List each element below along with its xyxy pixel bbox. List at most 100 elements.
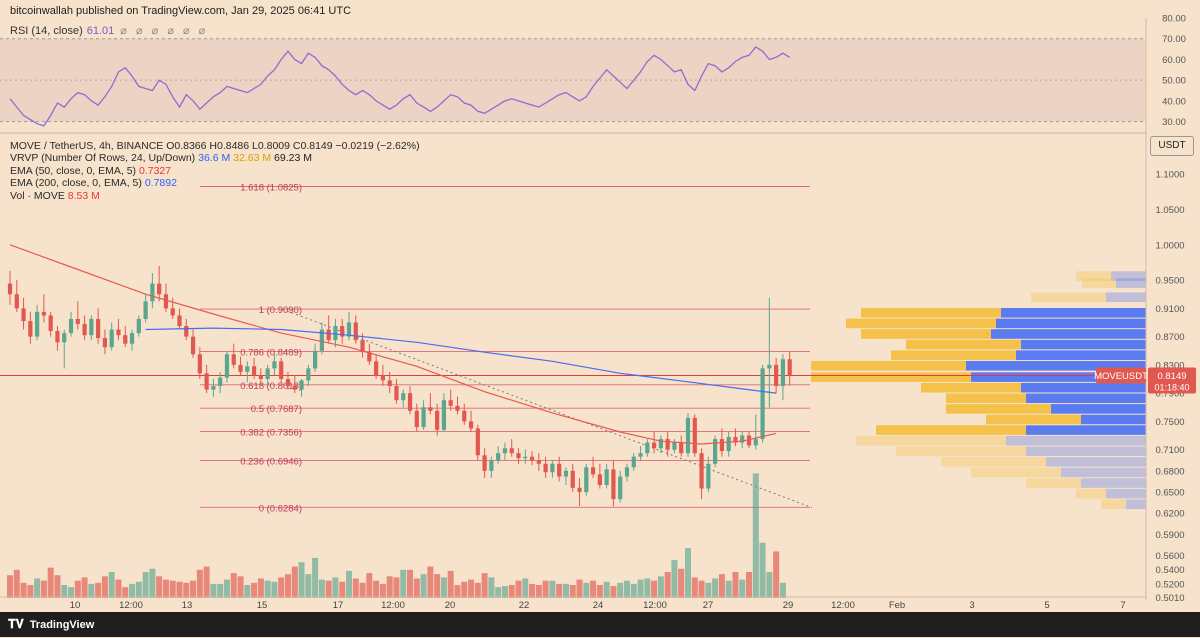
candle [89, 318, 94, 336]
candle [414, 410, 419, 428]
candle [68, 318, 74, 334]
indicator-legend[interactable]: MOVE / TetherUS, 4h, BINANCE O0.8366 H0.… [10, 140, 420, 202]
candle [170, 308, 175, 316]
volume-profile-up-bar [1101, 499, 1126, 510]
candle [407, 393, 413, 411]
currency-unit-button[interactable]: USDT [1150, 136, 1194, 156]
volume-profile-up-bar [971, 467, 1061, 478]
volume-profile-up-bar [986, 414, 1081, 425]
vrvp-row[interactable]: VRVP (Number Of Rows, 24, Up/Down) 36.6 … [10, 152, 420, 164]
volume-row[interactable]: Vol · MOVE 8.53 M [10, 190, 420, 202]
ema200-value: 0.7892 [144, 177, 177, 190]
volume-bar [47, 567, 54, 598]
candle [299, 380, 304, 390]
rsi-label: RSI (14, close) [10, 25, 83, 37]
volume-profile-up-bar [946, 404, 1051, 414]
volume-bar [74, 580, 81, 598]
volume-bar [278, 577, 285, 598]
symbol-row[interactable]: MOVE / TetherUS, 4h, BINANCE O0.8366 H0.… [10, 140, 420, 152]
candle [48, 315, 53, 331]
volume-bar [671, 560, 678, 598]
ema200-row[interactable]: EMA (200, close, 0, EMA, 5) 0.7892 [10, 177, 420, 189]
volume-bar [203, 566, 210, 598]
candle [550, 463, 555, 473]
volume-bar [651, 580, 658, 598]
time-axis: 10 12:00 13 15 17 12:00 20 22 24 12:00 27 29 12:00 Fe… [0, 596, 1146, 611]
candle [109, 329, 114, 348]
rsi-axis-tick: 30.00 [1162, 117, 1186, 128]
volume-profile-up-bar [811, 372, 971, 382]
time-axis-tick: 24 [593, 600, 604, 611]
time-axis-tick: 13 [182, 600, 193, 611]
candle [374, 361, 379, 376]
vrvp-up-value: 36.6 M [198, 152, 231, 165]
rsi-legend[interactable]: RSI (14, close) 61.01 ⌀ ⌀ ⌀ ⌀ ⌀ ⌀ [10, 24, 208, 37]
rsi-axis-tick: 80.00 [1162, 14, 1186, 25]
price-axis-tick: 1.1000 [1155, 170, 1184, 181]
ema50-line [9, 244, 777, 445]
volume-bar [61, 585, 68, 598]
price-axis-tick: 0.9500 [1155, 276, 1184, 287]
time-axis-tick: 20 [445, 600, 456, 611]
volume-bar [156, 576, 163, 598]
candle [28, 321, 33, 337]
volume-bar [169, 580, 176, 598]
rsi-settings-icon[interactable]: ⌀ ⌀ ⌀ ⌀ ⌀ ⌀ [120, 25, 209, 37]
fib-level-label: 0.618 (0.8018) [240, 381, 302, 392]
candle [197, 354, 202, 374]
volume-bar [779, 582, 786, 598]
volume-bar [196, 569, 203, 598]
fib-level-label: 1 (0.9090) [259, 305, 302, 316]
candle [523, 456, 528, 459]
chart-canvas[interactable]: 1.618 (1.0825) 1 (0.9090) 0.786 (0.8489) 0.… [0, 0, 1200, 612]
volume-bar [115, 579, 122, 598]
candle [719, 439, 724, 452]
ema50-row[interactable]: EMA (50, close, 0, EMA, 5) 0.7327 [10, 165, 420, 177]
volume-bar [718, 574, 725, 598]
candle [319, 329, 324, 351]
footer-brand[interactable]: TradingView [29, 619, 95, 631]
candle [652, 442, 657, 449]
volume-bar [359, 582, 366, 598]
price-axis-tick: 0.5010 [1155, 593, 1184, 604]
volume-profile-up-bar [876, 425, 1026, 435]
volume-bar [752, 473, 759, 598]
volume-bar [664, 572, 671, 598]
volume-profile-up-bar [846, 318, 996, 329]
volume-bar [264, 580, 271, 598]
time-axis-tick: Feb [889, 600, 905, 611]
candle [35, 311, 40, 337]
candle [780, 359, 786, 387]
volume-bar [644, 578, 651, 598]
candle [536, 460, 541, 464]
volume-profile-down-bar [1016, 350, 1146, 360]
volume-bar [447, 570, 454, 598]
volume-bar [122, 587, 129, 598]
vrvp-total-value: 69.23 M [274, 152, 312, 165]
volume-bar [284, 574, 291, 598]
candle [441, 400, 447, 430]
volume-profile-up-bar [861, 329, 991, 339]
volume-bar [712, 578, 719, 598]
time-axis-tick: 17 [333, 600, 344, 611]
volume-bar [698, 580, 705, 598]
tradingview-logo-icon[interactable]: 𝐓𝐕 [8, 617, 24, 631]
candle [116, 329, 121, 336]
candle [604, 469, 609, 485]
candle [679, 442, 684, 454]
price-tag-countdown: 01:18:40 [1154, 383, 1189, 393]
price-axis: 30.00 40.00 50.00 60.00 70.00 80.00 0.5010 0.52… [1094, 0, 1200, 612]
candle [706, 463, 711, 489]
time-axis-tick: 12:00 [643, 600, 667, 611]
volume-profile-up-bar [891, 350, 1016, 360]
time-axis-tick: 12:00 [381, 600, 405, 611]
candle [306, 368, 311, 381]
rsi-axis-tick: 70.00 [1162, 34, 1186, 45]
volume-bar [244, 585, 251, 598]
candle [767, 364, 772, 369]
candle [631, 456, 636, 468]
volume-bar [759, 542, 766, 598]
candle [177, 315, 182, 327]
volume-bar [20, 582, 27, 598]
price-axis-tick: 0.5600 [1155, 551, 1184, 562]
